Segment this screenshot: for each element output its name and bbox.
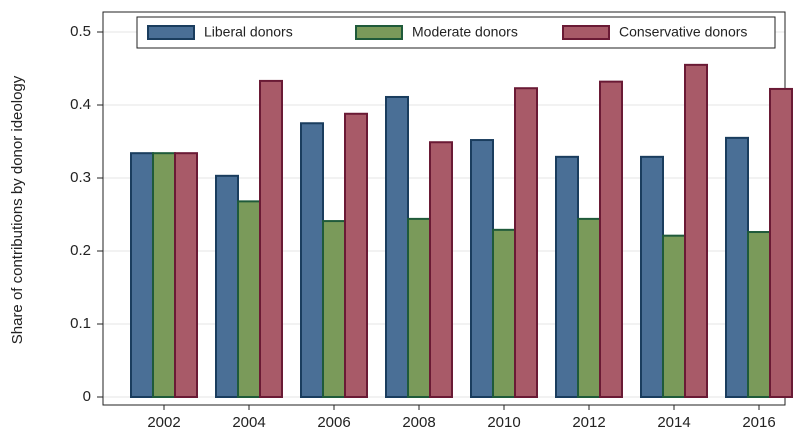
- bar: [555, 155, 579, 398]
- bar: [322, 220, 346, 398]
- bar: [684, 63, 708, 398]
- legend-label: Liberal donors: [204, 24, 293, 40]
- bar: [747, 231, 771, 398]
- y-tick-label: 0.5: [70, 23, 91, 40]
- bar: [577, 217, 601, 398]
- x-tick-label: 2014: [657, 414, 690, 431]
- bar: [259, 79, 283, 398]
- y-axis-label: Share of contributions by donor ideology: [9, 75, 26, 344]
- bar: [407, 217, 431, 398]
- bar: [152, 152, 176, 398]
- bar: [215, 174, 239, 398]
- bar: [429, 141, 453, 398]
- legend-box: [136, 16, 776, 49]
- legend-label: Moderate donors: [412, 24, 518, 40]
- bar: [492, 228, 516, 398]
- bar: [769, 87, 793, 398]
- bar: [662, 234, 686, 398]
- x-tick-label: 2006: [317, 414, 350, 431]
- bar: [344, 112, 368, 398]
- legend-swatch: [562, 25, 610, 40]
- bar: [514, 87, 538, 399]
- legend-label: Conservative donors: [619, 24, 747, 40]
- bar: [130, 152, 154, 398]
- y-tick-label: 0.1: [70, 315, 91, 332]
- x-tick-label: 2012: [572, 414, 605, 431]
- y-tick-label: 0.3: [70, 169, 91, 186]
- x-tick-label: 2010: [487, 414, 520, 431]
- x-tick-label: 2008: [402, 414, 435, 431]
- legend-swatch: [355, 25, 403, 40]
- bar: [599, 80, 623, 398]
- x-tick-label: 2016: [742, 414, 775, 431]
- bar: [237, 200, 261, 398]
- bar: [640, 155, 664, 398]
- y-tick-label: 0.4: [70, 96, 91, 113]
- y-tick-label: 0.2: [70, 242, 91, 259]
- y-tick-label: 0: [83, 388, 91, 405]
- legend-swatch: [147, 25, 195, 40]
- x-tick-label: 2004: [232, 414, 265, 431]
- bar: [725, 136, 749, 398]
- bar: [300, 122, 324, 398]
- x-tick-label: 2002: [147, 414, 180, 431]
- bar: [385, 95, 409, 398]
- bar: [470, 139, 494, 398]
- bar: [174, 152, 198, 398]
